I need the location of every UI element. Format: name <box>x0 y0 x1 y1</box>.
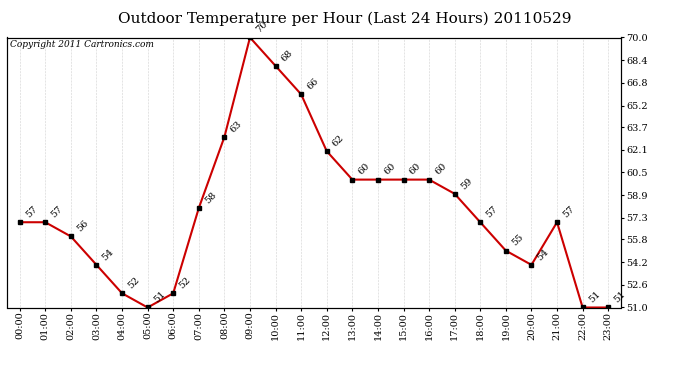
Text: 59: 59 <box>459 176 474 191</box>
Text: 57: 57 <box>24 204 39 219</box>
Text: 54: 54 <box>101 247 116 262</box>
Text: 70: 70 <box>254 20 269 35</box>
Text: 62: 62 <box>331 133 346 148</box>
Text: 56: 56 <box>75 219 90 234</box>
Text: 63: 63 <box>228 119 244 134</box>
Text: 52: 52 <box>177 275 193 291</box>
Text: 52: 52 <box>126 275 141 291</box>
Text: 57: 57 <box>484 204 500 219</box>
Text: 54: 54 <box>535 247 551 262</box>
Text: 51: 51 <box>586 290 602 305</box>
Text: 57: 57 <box>561 204 576 219</box>
Text: 58: 58 <box>203 190 218 205</box>
Text: Copyright 2011 Cartronics.com: Copyright 2011 Cartronics.com <box>10 40 154 49</box>
Text: 60: 60 <box>382 162 397 177</box>
Text: 51: 51 <box>152 290 167 305</box>
Text: 66: 66 <box>305 76 320 92</box>
Text: 60: 60 <box>433 162 448 177</box>
Text: 60: 60 <box>408 162 423 177</box>
Text: 60: 60 <box>357 162 371 177</box>
Text: 57: 57 <box>50 204 65 219</box>
Text: 55: 55 <box>510 233 525 248</box>
Text: Outdoor Temperature per Hour (Last 24 Hours) 20110529: Outdoor Temperature per Hour (Last 24 Ho… <box>118 11 572 26</box>
Text: 51: 51 <box>612 290 627 305</box>
Text: 68: 68 <box>279 48 295 63</box>
